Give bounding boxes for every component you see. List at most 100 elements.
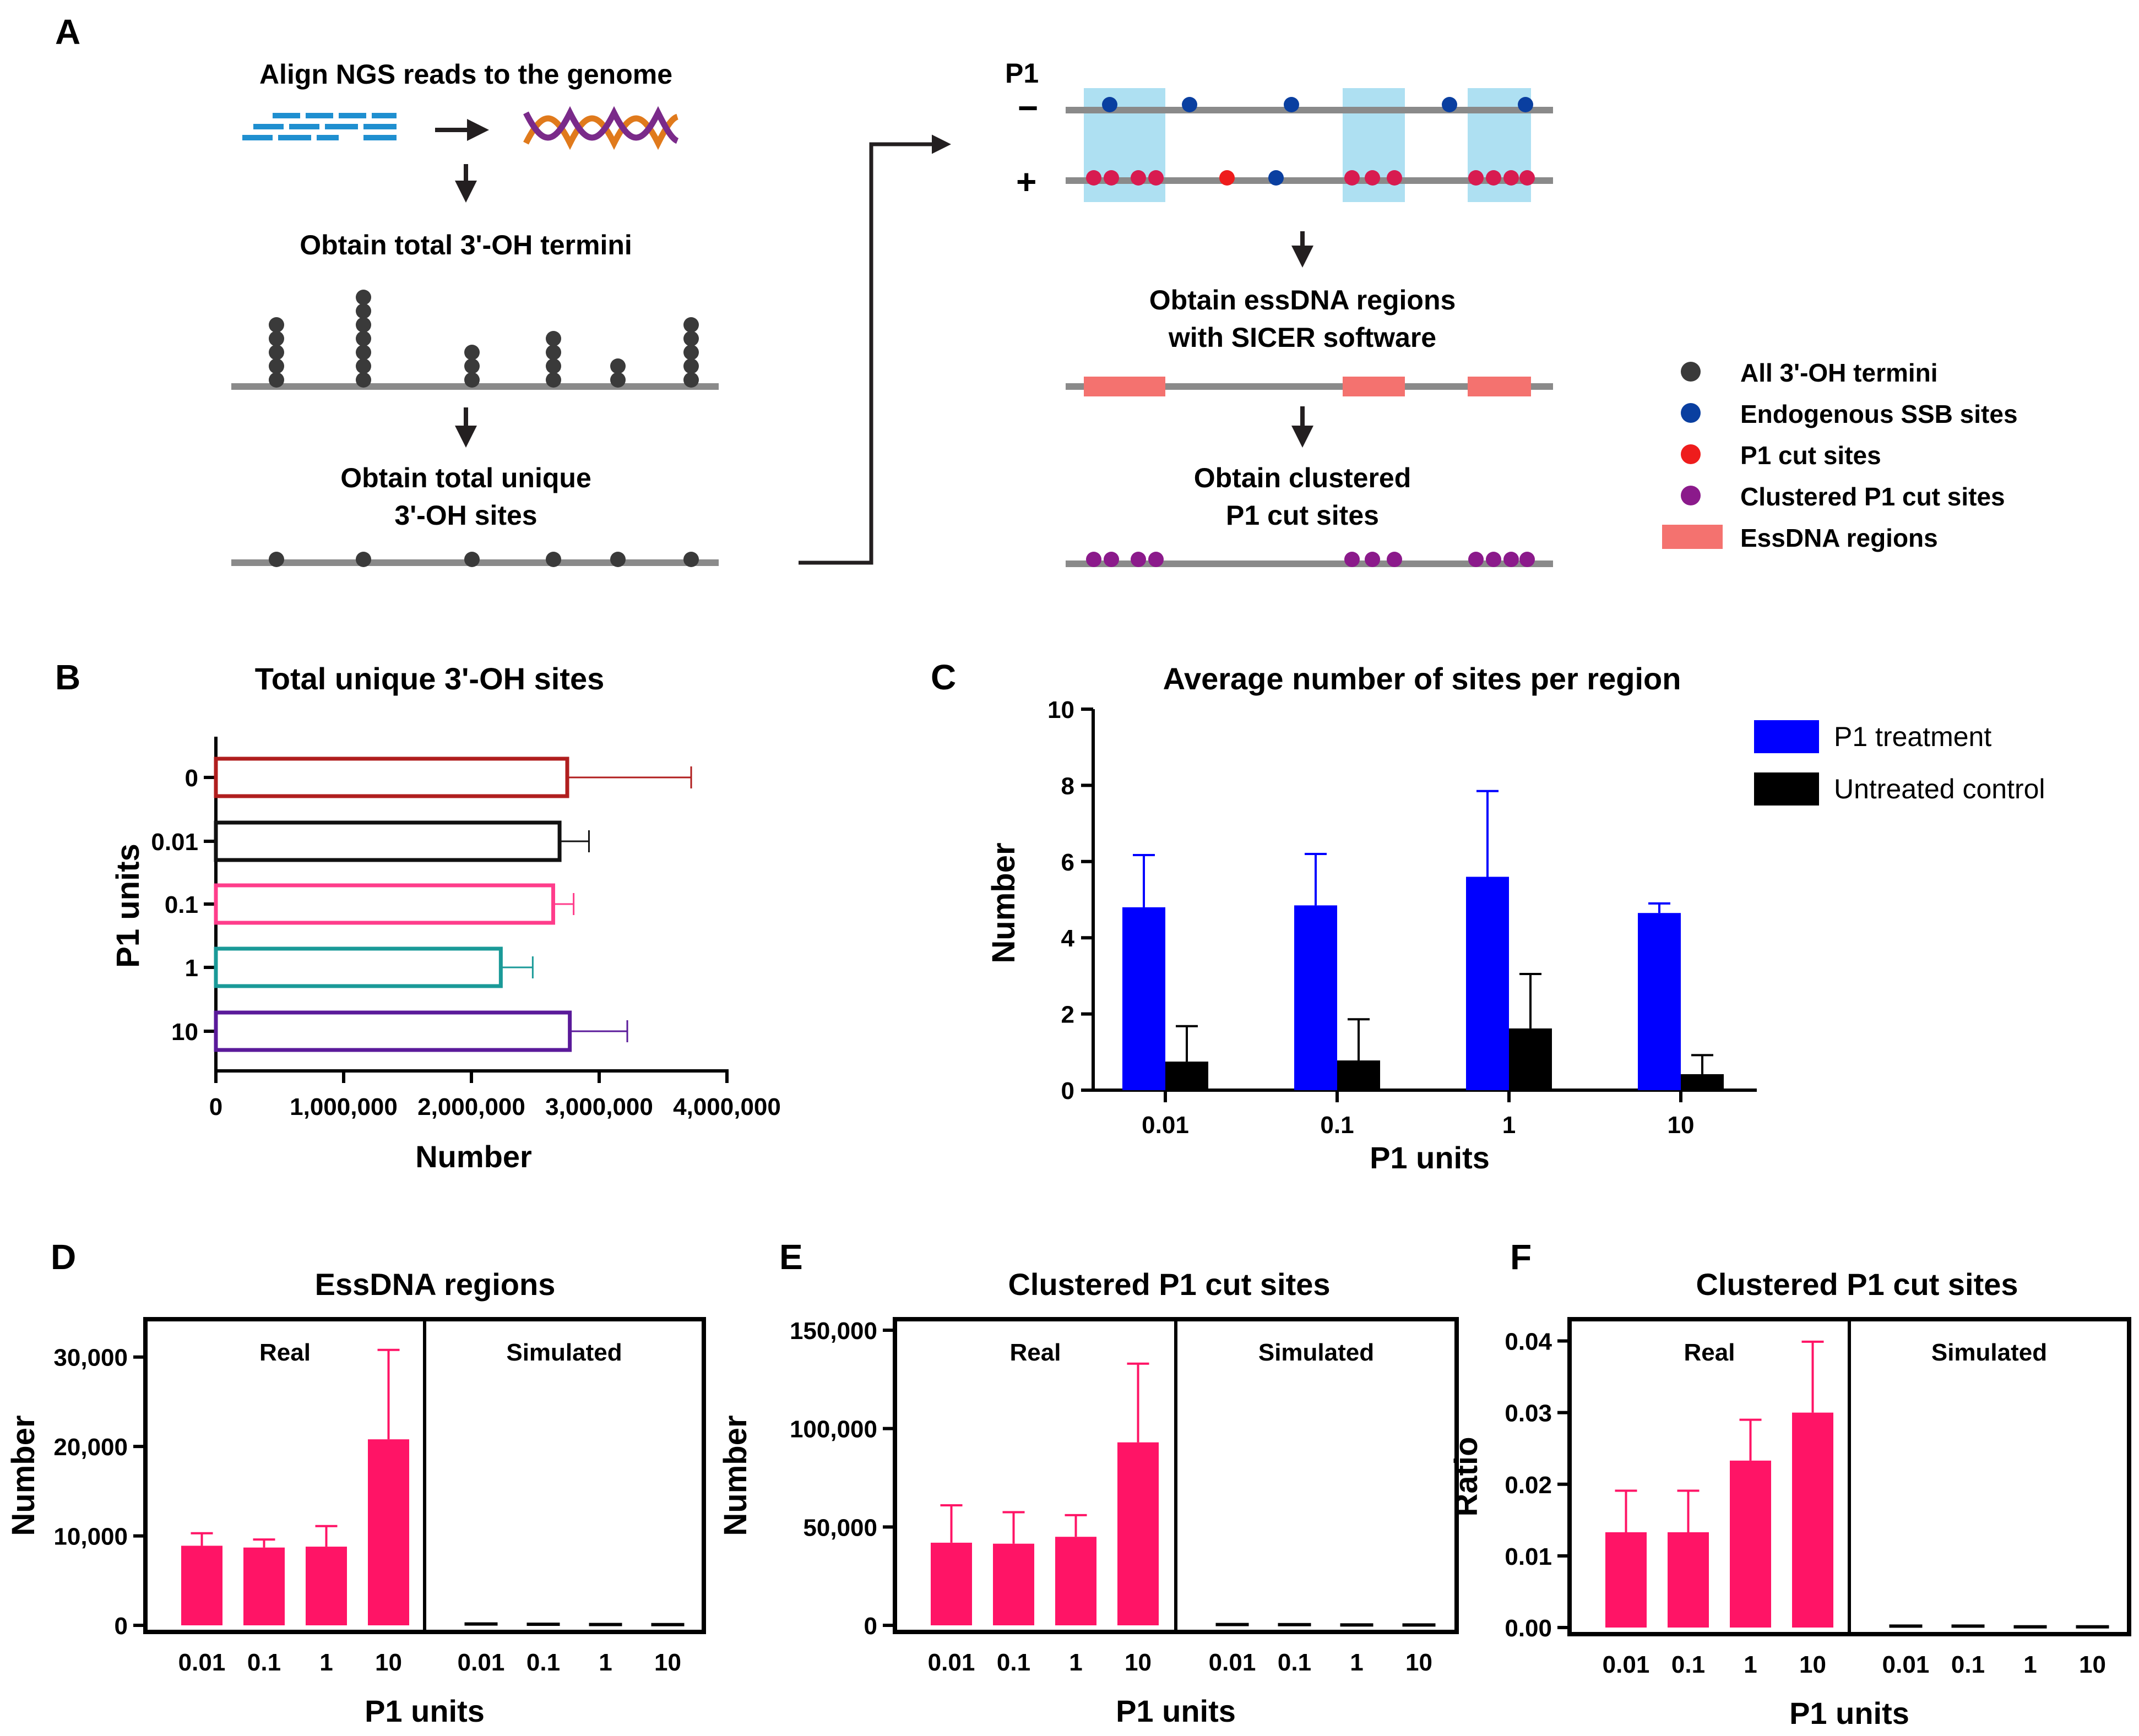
clustered-dot [1503, 552, 1519, 567]
x-axis-title: P1 units [1789, 1696, 1909, 1730]
essdna-highlight-regions [1084, 88, 1531, 202]
legend-a: All 3'-OH termini Endogenous SSB sites P1 … [1662, 358, 2018, 552]
clustered-dot [1519, 552, 1535, 567]
panel-b: B Total unique 3'-OH sites 0 1,000,000 2,00… [55, 657, 781, 1174]
ssb-dot [1102, 97, 1117, 112]
cut-dot [1104, 170, 1119, 186]
legend-label: Untreated control [1834, 774, 2045, 804]
cut-dot [1148, 170, 1164, 186]
legend-swatch [1754, 720, 1819, 753]
plus-strand-cut-dots [1086, 170, 1535, 186]
bar [1681, 1074, 1724, 1090]
x-tick-label: 0 [209, 1093, 222, 1120]
bar [931, 1542, 972, 1625]
cut-dot [1344, 170, 1360, 186]
y-tick-label: 2 [1061, 1002, 1074, 1028]
x-tick-label: 4,000,000 [673, 1093, 781, 1120]
bar [1792, 1412, 1833, 1628]
bar [2013, 1625, 2047, 1629]
panel-d: D EssDNA regions 0 10,000 20,000 30,000 Numbe… [6, 1237, 706, 1728]
panel-letter-b: B [55, 657, 80, 697]
x-tick-label: 10 [1125, 1649, 1152, 1676]
dna-helix-icon [523, 106, 679, 150]
cut-dot [1468, 170, 1484, 186]
terminus-dot [356, 358, 371, 374]
clustered-dot [1468, 552, 1484, 567]
terminus-dot [464, 358, 480, 374]
y-tick-label: 4 [1061, 925, 1075, 952]
x-tick-label: 1,000,000 [290, 1093, 398, 1120]
ngs-reads-icon [242, 113, 397, 140]
step-total-termini-text: Obtain total 3'-OH termini [300, 230, 632, 260]
terminus-dot [269, 372, 284, 388]
essdna-region [1468, 377, 1531, 396]
y-axis-title: Number [6, 1415, 41, 1536]
bar [368, 1439, 409, 1625]
x-tick-label: 1 [1502, 1112, 1516, 1139]
unique-site-dot [464, 552, 480, 567]
terminus-dot [683, 331, 699, 346]
terminus-dot [683, 358, 699, 374]
bar [1122, 907, 1165, 1090]
x-tick-label: 0.01 [1142, 1112, 1189, 1139]
legend-label: Clustered P1 cut sites [1740, 482, 2005, 511]
y-tick-label: 0.03 [1505, 1400, 1552, 1427]
panel-letter-e: E [779, 1237, 803, 1277]
unique-site-dot [269, 552, 284, 567]
x-tick-label: 0.1 [247, 1649, 281, 1676]
group-label: Simulated [1931, 1339, 2047, 1366]
x-tick-label: 0.1 [1278, 1649, 1311, 1676]
y-tick-label: 20,000 [53, 1434, 128, 1461]
x-tick-label: 0.01 [1882, 1651, 1930, 1678]
y-tick-label: 0 [185, 765, 198, 792]
clustered-dot [1344, 552, 1360, 567]
bar [214, 946, 503, 988]
x-tick-label: 10 [2079, 1651, 2106, 1678]
terminus-dot [356, 331, 371, 346]
bar [1638, 913, 1681, 1090]
x-tick-label: 0.01 [178, 1649, 226, 1676]
unique-sites [269, 552, 699, 567]
cut-dot [1503, 170, 1519, 186]
bar [243, 1547, 285, 1625]
x-tick-label: 10 [1405, 1649, 1432, 1676]
y-tick-label: 0.1 [165, 891, 198, 918]
legend-swatch-essdna [1662, 525, 1723, 549]
essdna-region [1343, 377, 1405, 396]
x-tick-label: 0.1 [997, 1649, 1030, 1676]
bar [214, 883, 555, 925]
legend-label: Endogenous SSB sites [1740, 400, 2018, 428]
panel-c: C Average number of sites per region 0 2 4 6… [931, 657, 2045, 1175]
step-essdna-line2: with SICER software [1168, 322, 1436, 353]
bar [589, 1623, 622, 1626]
endogenous-ssb-dots [1102, 97, 1533, 186]
x-tick-label: 0.1 [1951, 1651, 1985, 1678]
x-tick-label: 1 [1744, 1651, 1757, 1678]
y-axis-title: Number [718, 1415, 753, 1536]
terminus-dot [356, 345, 371, 360]
bar [214, 757, 569, 798]
ssb-dot [1518, 97, 1533, 112]
terminus-dot [683, 317, 699, 333]
terminus-dot [464, 345, 480, 360]
legend-label: All 3'-OH termini [1740, 358, 1938, 387]
bar [1117, 1442, 1159, 1625]
bar [1337, 1060, 1380, 1090]
panel-letter-f: F [1510, 1237, 1532, 1277]
terminus-dot [356, 303, 371, 319]
x-tick-label: 3,000,000 [545, 1093, 653, 1120]
x-axis-title: P1 units [1370, 1140, 1490, 1175]
x-tick-label: 10 [375, 1649, 402, 1676]
cut-dot [1486, 170, 1501, 186]
bar [181, 1545, 222, 1625]
terminus-dot [683, 372, 699, 388]
x-tick-label: 0.01 [928, 1649, 975, 1676]
terminus-dot [269, 345, 284, 360]
y-tick-label: 1 [185, 955, 198, 982]
chart-title: Average number of sites per region [1163, 661, 1681, 696]
bar [214, 1010, 572, 1052]
step-unique-line2: 3'-OH sites [394, 500, 537, 531]
bar [306, 1547, 347, 1625]
legend-label: EssDNA regions [1740, 524, 1938, 552]
terminus-dot [356, 372, 371, 388]
